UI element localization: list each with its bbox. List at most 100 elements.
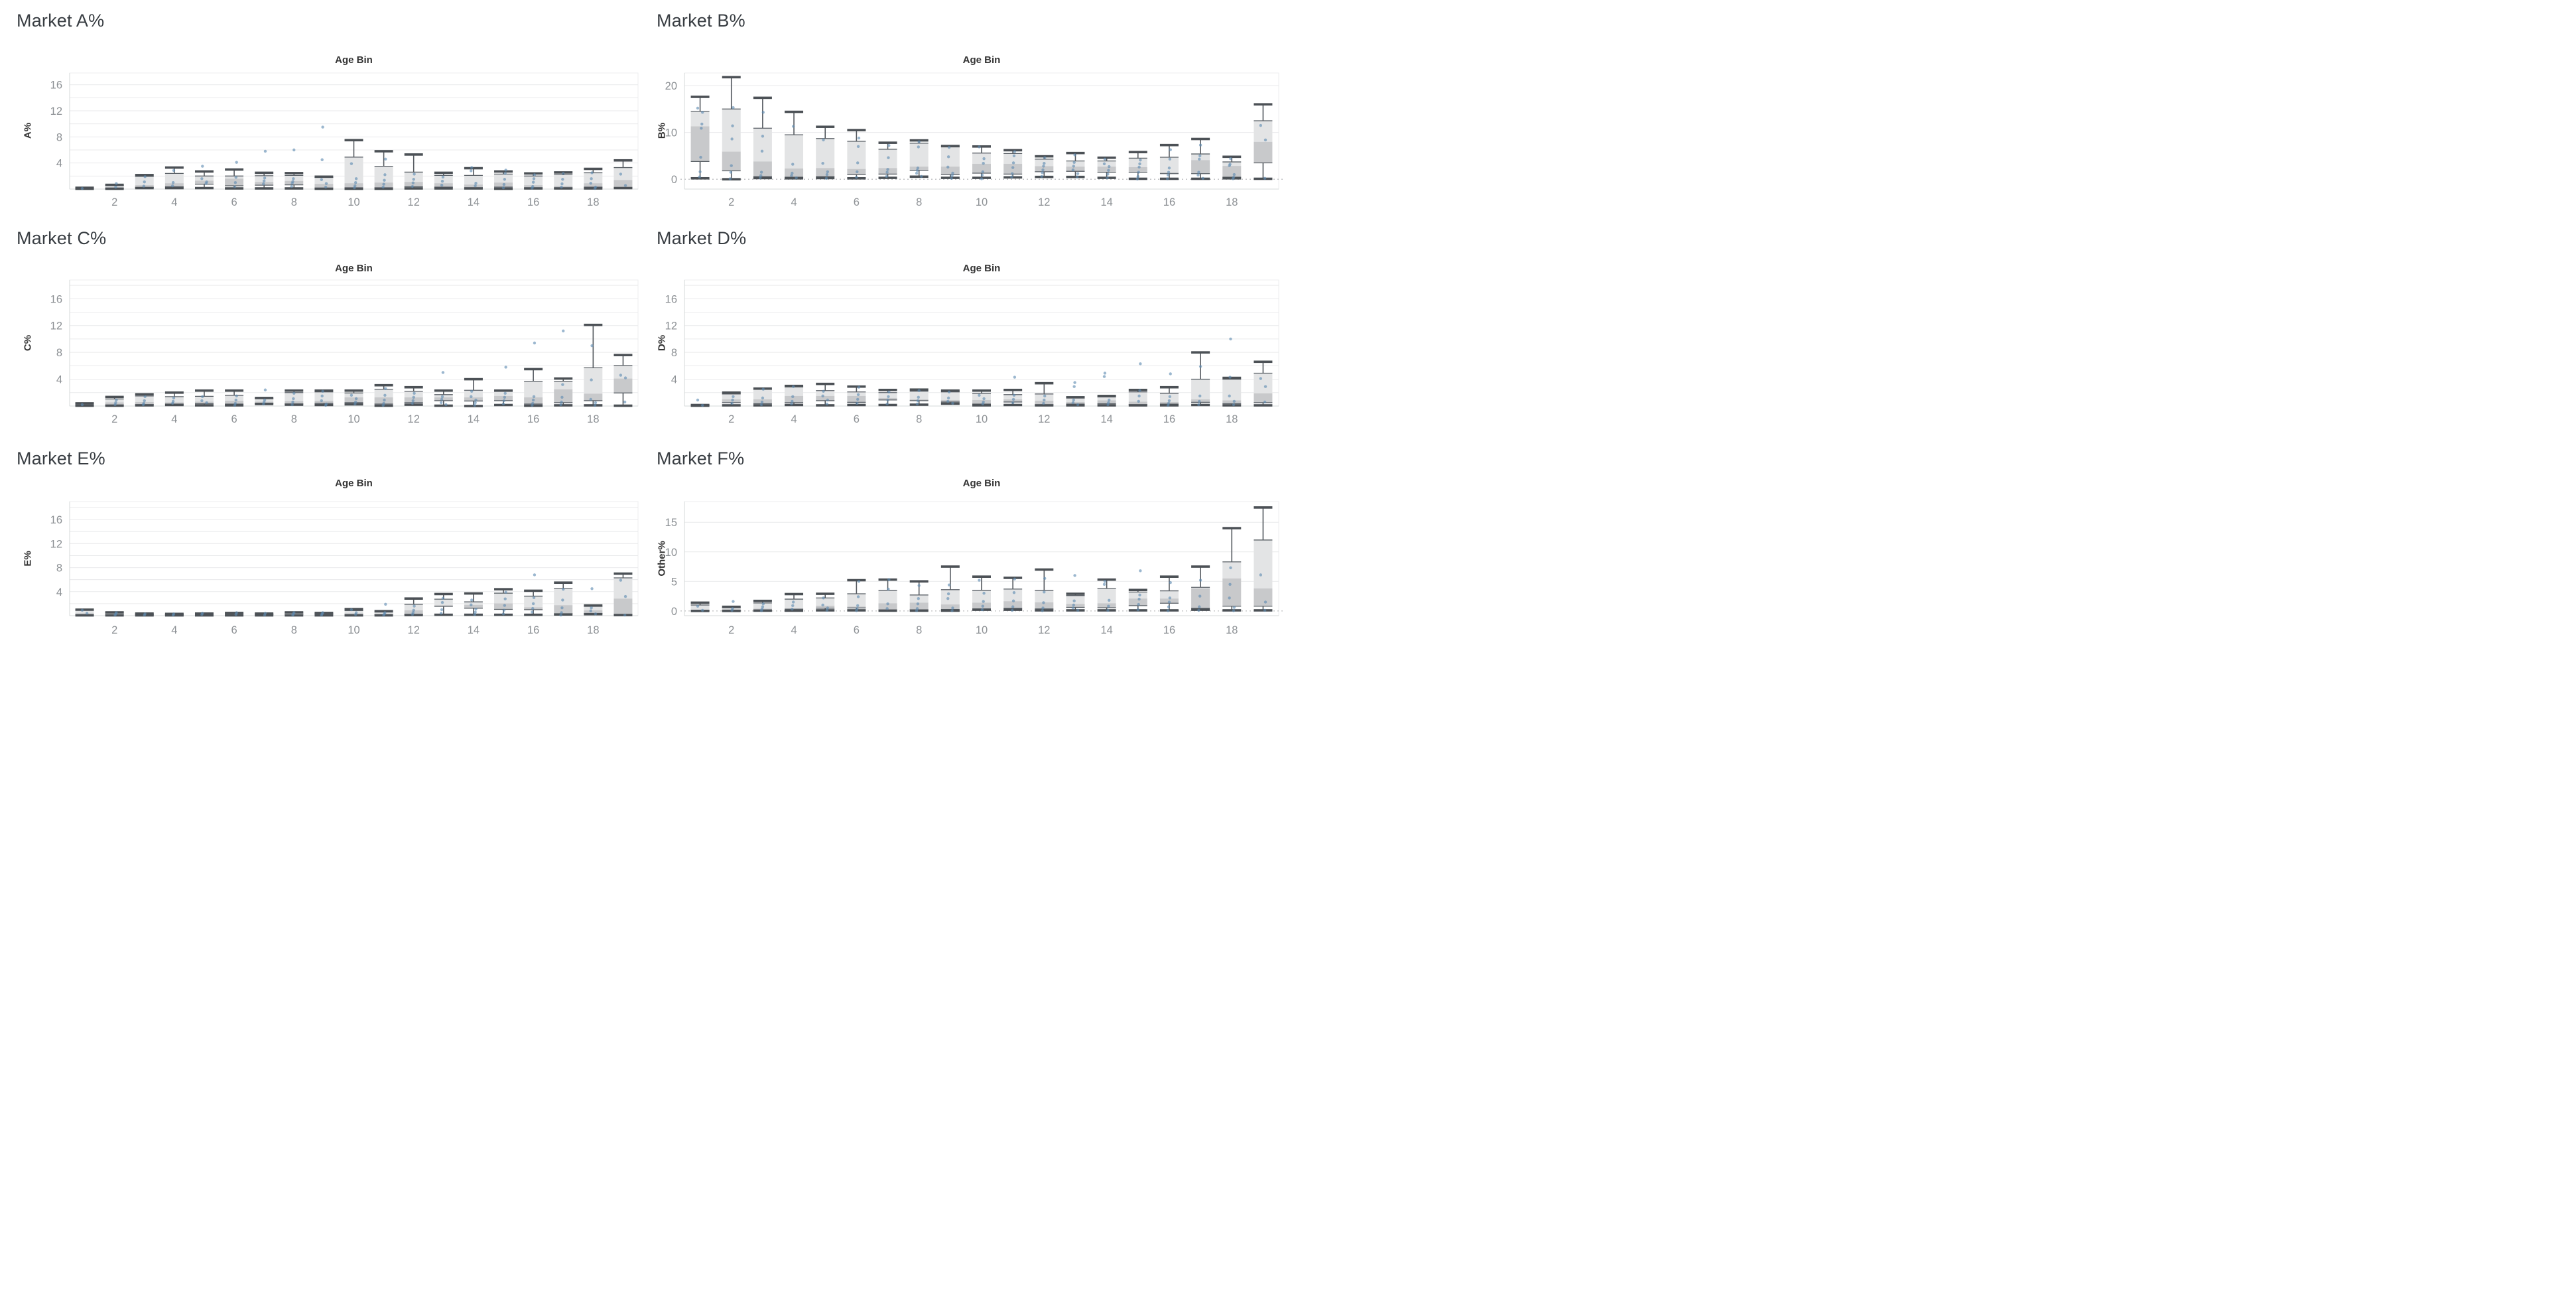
lower-whisker-cap[interactable]: [909, 403, 929, 406]
jitter-point[interactable]: [981, 604, 984, 608]
upper-whisker-cap[interactable]: [524, 368, 543, 371]
jitter-point[interactable]: [1012, 393, 1016, 397]
jitter-point[interactable]: [444, 403, 448, 407]
jitter-point[interactable]: [1043, 577, 1047, 581]
lower-whisker-cap[interactable]: [434, 187, 453, 190]
box-mark-bin-19[interactable]: [1254, 360, 1273, 407]
jitter-point[interactable]: [760, 149, 764, 153]
jitter-point[interactable]: [917, 596, 920, 600]
box-upper-quartile[interactable]: [1254, 373, 1273, 393]
lower-whisker-cap[interactable]: [909, 609, 929, 612]
jitter-point[interactable]: [982, 591, 986, 595]
jitter-point[interactable]: [142, 184, 146, 188]
jitter-point[interactable]: [1106, 403, 1110, 407]
box-upper-quartile[interactable]: [690, 604, 710, 610]
jitter-point[interactable]: [590, 171, 594, 174]
jitter-point[interactable]: [1011, 608, 1014, 612]
upper-whisker-cap[interactable]: [1035, 155, 1054, 158]
box-mark-bin-13[interactable]: [1066, 574, 1085, 612]
jitter-point[interactable]: [732, 106, 735, 109]
lower-whisker-cap[interactable]: [464, 187, 483, 190]
jitter-point[interactable]: [1232, 172, 1236, 176]
jitter-point[interactable]: [824, 176, 828, 180]
box-upper-quartile[interactable]: [847, 594, 866, 607]
box-upper-quartile[interactable]: [434, 175, 453, 184]
box-mark-bin-17[interactable]: [554, 329, 573, 407]
box-lower-quartile[interactable]: [1222, 400, 1242, 404]
jitter-point[interactable]: [1011, 605, 1015, 608]
lower-whisker-cap[interactable]: [255, 187, 274, 190]
lower-whisker-cap[interactable]: [105, 187, 124, 190]
box-upper-quartile[interactable]: [105, 399, 124, 403]
jitter-point[interactable]: [700, 127, 703, 130]
jitter-point[interactable]: [502, 399, 506, 403]
jitter-point[interactable]: [1011, 397, 1015, 401]
box-lower-quartile[interactable]: [285, 180, 304, 185]
box-lower-quartile[interactable]: [1066, 401, 1085, 404]
jitter-point[interactable]: [560, 400, 563, 404]
jitter-point[interactable]: [1072, 165, 1075, 168]
lower-whisker-cap[interactable]: [1254, 609, 1273, 612]
jitter-point[interactable]: [503, 178, 507, 181]
upper-whisker-cap[interactable]: [1097, 578, 1116, 581]
lower-whisker-cap[interactable]: [404, 187, 423, 190]
upper-whisker-cap[interactable]: [255, 397, 274, 399]
box-lower-quartile[interactable]: [1003, 399, 1023, 402]
box-lower-quartile[interactable]: [1191, 160, 1210, 174]
jitter-point[interactable]: [354, 397, 358, 401]
upper-whisker-cap[interactable]: [1066, 396, 1085, 399]
jitter-point[interactable]: [1106, 608, 1110, 612]
upper-whisker-cap[interactable]: [374, 150, 393, 153]
box-upper-quartile[interactable]: [344, 393, 363, 397]
jitter-point[interactable]: [951, 606, 954, 610]
jitter-point[interactable]: [887, 587, 890, 591]
jitter-point[interactable]: [504, 590, 507, 594]
jitter-point[interactable]: [560, 606, 564, 610]
jitter-point[interactable]: [1228, 596, 1231, 600]
upper-whisker-cap[interactable]: [105, 183, 124, 186]
jitter-point[interactable]: [946, 596, 950, 600]
jitter-point[interactable]: [825, 608, 829, 612]
jitter-point[interactable]: [700, 403, 704, 407]
box-mark-bin-5[interactable]: [194, 165, 214, 190]
jitter-point[interactable]: [382, 182, 385, 186]
lower-whisker-cap[interactable]: [194, 614, 214, 617]
box-mark-bin-12[interactable]: [404, 597, 423, 616]
box-upper-quartile[interactable]: [940, 147, 960, 167]
upper-whisker-cap[interactable]: [847, 385, 866, 388]
lower-whisker-cap[interactable]: [878, 176, 897, 179]
box-mark-bin-3[interactable]: [753, 387, 772, 407]
jitter-point[interactable]: [980, 608, 984, 612]
box-mark-bin-12[interactable]: [1035, 155, 1054, 178]
jitter-point[interactable]: [855, 609, 858, 612]
box-upper-quartile[interactable]: [690, 111, 710, 127]
upper-whisker-cap[interactable]: [225, 612, 244, 614]
box-upper-quartile[interactable]: [584, 172, 603, 184]
jitter-point[interactable]: [593, 186, 597, 190]
lower-whisker-cap[interactable]: [554, 404, 573, 407]
jitter-point[interactable]: [916, 399, 920, 403]
box-mark-bin-5[interactable]: [194, 612, 214, 617]
upper-whisker-cap[interactable]: [344, 608, 363, 610]
jitter-point[interactable]: [857, 136, 861, 140]
jitter-point[interactable]: [857, 385, 861, 389]
box-mark-bin-16[interactable]: [524, 172, 543, 190]
box-mark-bin-18[interactable]: [584, 587, 603, 616]
box-upper-quartile[interactable]: [404, 172, 423, 182]
box-mark-bin-2[interactable]: [105, 611, 124, 617]
jitter-point[interactable]: [262, 182, 265, 186]
jitter-point[interactable]: [946, 165, 950, 169]
jitter-point[interactable]: [560, 611, 563, 614]
upper-whisker-cap[interactable]: [404, 153, 423, 156]
box-upper-quartile[interactable]: [753, 128, 772, 162]
plot-area-market-e[interactable]: 4 8 12 16 2 4 6 8 10 12 14 16 18: [0, 438, 643, 652]
plot-area-market-c[interactable]: 4 8 12 16 2 4 6 8 10 12 14 16 18: [0, 219, 643, 438]
box-upper-quartile[interactable]: [1128, 592, 1147, 599]
upper-whisker-cap[interactable]: [940, 565, 960, 568]
jitter-point[interactable]: [532, 395, 536, 399]
lower-whisker-cap[interactable]: [1191, 608, 1210, 611]
jitter-point[interactable]: [291, 613, 294, 617]
jitter-point[interactable]: [981, 170, 984, 174]
box-upper-quartile[interactable]: [1066, 397, 1085, 402]
jitter-point[interactable]: [321, 125, 324, 129]
